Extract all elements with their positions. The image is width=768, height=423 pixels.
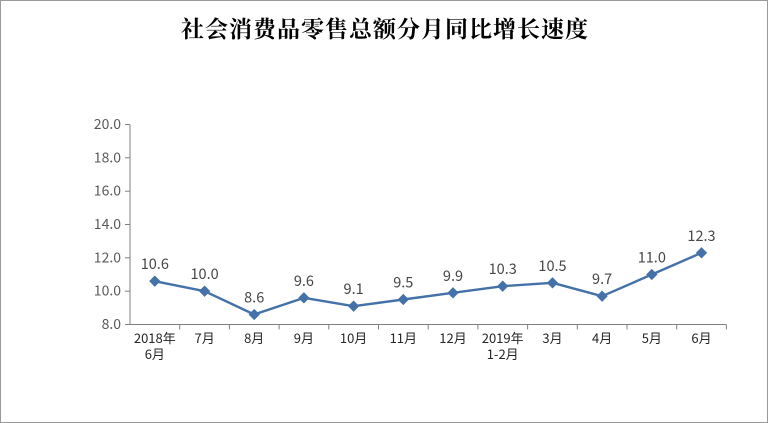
svg-text:10.0: 10.0 xyxy=(94,281,121,301)
svg-text:1-2月: 1-2月 xyxy=(487,344,519,363)
svg-text:9.7: 9.7 xyxy=(592,268,612,289)
svg-text:10.5: 10.5 xyxy=(538,255,566,276)
svg-text:9.6: 9.6 xyxy=(294,270,314,291)
svg-text:4月: 4月 xyxy=(592,328,612,347)
svg-text:8.0: 8.0 xyxy=(102,314,122,334)
svg-text:12.3: 12.3 xyxy=(687,225,715,246)
svg-text:10.3: 10.3 xyxy=(489,258,517,279)
svg-text:11.0: 11.0 xyxy=(638,247,666,268)
svg-text:7月: 7月 xyxy=(194,328,214,347)
svg-text:10.0: 10.0 xyxy=(191,263,219,284)
svg-text:12.0: 12.0 xyxy=(94,247,121,267)
svg-text:18.0: 18.0 xyxy=(94,147,121,167)
svg-text:16.0: 16.0 xyxy=(94,181,121,201)
svg-text:6月: 6月 xyxy=(691,328,711,347)
svg-text:11月: 11月 xyxy=(390,328,417,347)
svg-text:9月: 9月 xyxy=(294,328,314,347)
svg-text:6月: 6月 xyxy=(145,344,165,363)
svg-text:14.0: 14.0 xyxy=(94,214,121,234)
svg-text:8.6: 8.6 xyxy=(244,287,264,308)
svg-text:3月: 3月 xyxy=(542,328,562,347)
svg-text:10.6: 10.6 xyxy=(141,253,169,274)
svg-text:8月: 8月 xyxy=(244,328,264,347)
svg-text:9.9: 9.9 xyxy=(443,265,463,286)
svg-text:12月: 12月 xyxy=(439,328,466,347)
svg-text:9.5: 9.5 xyxy=(393,272,413,293)
svg-text:10月: 10月 xyxy=(340,328,367,347)
svg-text:9.1: 9.1 xyxy=(344,278,364,299)
svg-text:5月: 5月 xyxy=(642,328,662,347)
svg-text:20.0: 20.0 xyxy=(94,114,121,134)
